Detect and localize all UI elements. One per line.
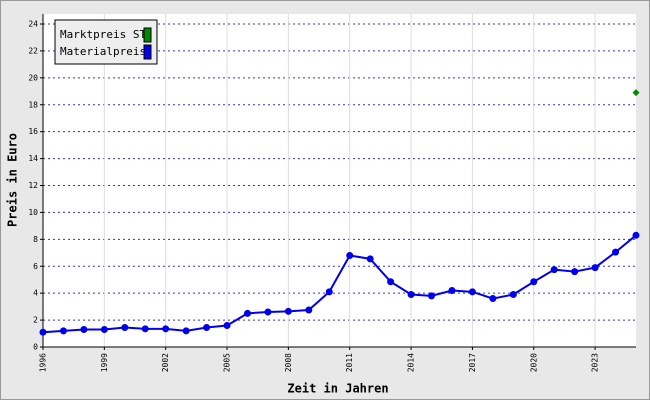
marker bbox=[305, 306, 313, 314]
y-tick-label: 0 bbox=[33, 343, 38, 352]
marker bbox=[509, 291, 517, 299]
marker bbox=[571, 268, 579, 276]
marker bbox=[489, 295, 497, 303]
legend-label: Materialpreis bbox=[60, 45, 146, 58]
marker bbox=[448, 286, 456, 294]
marker bbox=[591, 264, 599, 272]
y-tick-label: 8 bbox=[33, 235, 38, 244]
marker bbox=[632, 231, 640, 239]
x-tick-label: 2011 bbox=[345, 353, 354, 372]
marker bbox=[632, 89, 640, 97]
y-tick-label: 22 bbox=[28, 46, 38, 55]
marker bbox=[264, 308, 272, 316]
x-tick-label: 2005 bbox=[223, 353, 232, 372]
marker bbox=[612, 248, 620, 256]
y-tick-label: 12 bbox=[28, 181, 38, 190]
x-tick-label: 2017 bbox=[468, 353, 477, 372]
marker bbox=[428, 292, 436, 300]
x-tick-label: 2023 bbox=[591, 353, 600, 372]
y-tick-label: 2 bbox=[33, 316, 38, 325]
marker bbox=[243, 309, 251, 317]
marker bbox=[284, 307, 292, 315]
x-tick-label: 2008 bbox=[284, 353, 293, 372]
y-tick-label: 10 bbox=[28, 208, 38, 217]
x-axis-label: Zeit in Jahren bbox=[287, 382, 388, 396]
x-tick-label: 2020 bbox=[529, 353, 538, 372]
marker bbox=[141, 325, 149, 333]
marker bbox=[346, 251, 354, 259]
marker bbox=[39, 328, 47, 336]
legend-swatch bbox=[143, 44, 152, 60]
marker bbox=[121, 323, 129, 331]
marker bbox=[182, 327, 190, 335]
legend-box bbox=[54, 19, 158, 65]
y-tick-label: 16 bbox=[28, 127, 38, 136]
y-axis-label: Preis in Euro bbox=[6, 133, 20, 227]
x-tick-label: 1999 bbox=[100, 353, 109, 372]
legend-swatch bbox=[143, 27, 152, 43]
marker bbox=[550, 266, 558, 274]
marker bbox=[162, 325, 170, 333]
marker bbox=[468, 288, 476, 296]
x-tick-label: 1996 bbox=[39, 353, 48, 372]
y-tick-label: 20 bbox=[28, 73, 38, 82]
plot-area bbox=[43, 14, 636, 347]
y-tick-label: 6 bbox=[33, 262, 38, 271]
marker bbox=[407, 291, 415, 299]
y-tick-label: 4 bbox=[33, 289, 38, 298]
marker bbox=[223, 321, 231, 329]
y-tick-label: 24 bbox=[28, 20, 38, 29]
legend-label: Marktpreis ST bbox=[60, 28, 146, 41]
marker bbox=[203, 323, 211, 331]
marker bbox=[530, 278, 538, 286]
marker bbox=[325, 288, 333, 296]
x-tick-label: 2002 bbox=[161, 353, 170, 372]
y-tick-label: 18 bbox=[28, 100, 38, 109]
marker bbox=[366, 255, 374, 263]
marker bbox=[387, 278, 395, 286]
x-tick-label: 2014 bbox=[407, 353, 416, 372]
y-tick-label: 14 bbox=[28, 154, 38, 163]
marker bbox=[59, 327, 67, 335]
marker bbox=[100, 326, 108, 334]
marker bbox=[80, 326, 88, 334]
